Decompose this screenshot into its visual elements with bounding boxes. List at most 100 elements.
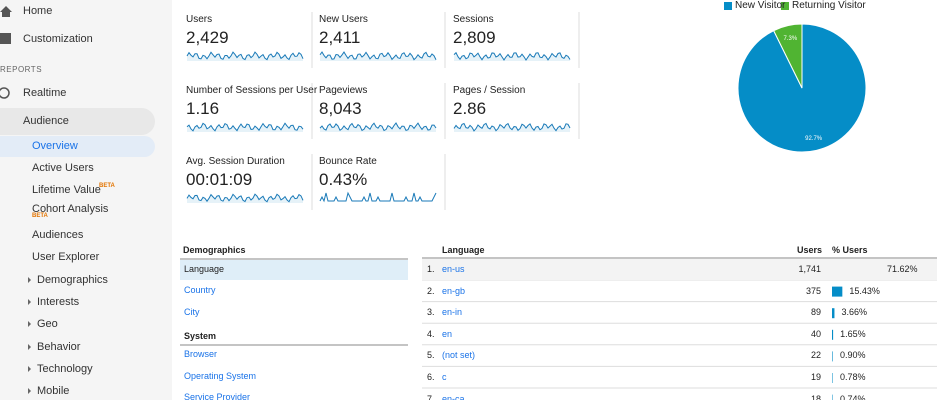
row-pct: 3.66% [841, 307, 867, 318]
sparkline-fill [320, 52, 436, 61]
sparkline [186, 51, 304, 61]
metric-value: 1.16 [186, 99, 220, 118]
demographic-link[interactable]: Service Provider [184, 392, 251, 400]
pct-bar [832, 351, 833, 362]
row-users: 22 [810, 350, 821, 361]
metric-label: Pages / Session [453, 85, 526, 96]
pct-bar [832, 329, 834, 340]
sparkline [453, 122, 571, 132]
row-rank: 4. [427, 328, 435, 339]
home-icon [0, 6, 12, 17]
expand-arrow [28, 299, 31, 305]
selected-row [180, 260, 408, 280]
sparkline-fill [187, 52, 303, 61]
section-title: System [184, 331, 217, 341]
metric-label: Avg. Session Duration [186, 156, 285, 167]
expand-arrow [28, 277, 31, 283]
beta-badge: BETA [32, 213, 48, 219]
row-rank: 1. [427, 264, 435, 274]
row-language[interactable]: en-ca [442, 393, 465, 400]
row-language[interactable]: en-us [442, 264, 465, 274]
expand-arrow [28, 366, 31, 372]
nav-item[interactable]: Demographics [37, 274, 108, 286]
demographic-link[interactable]: Country [184, 285, 216, 295]
row-language[interactable]: c [442, 372, 447, 382]
metric-value: 2,809 [453, 28, 496, 47]
sparkline-fill [454, 123, 570, 132]
legend-label: New Visitor [735, 0, 786, 11]
column-header: Language [442, 245, 485, 255]
nav-item[interactable]: Mobile [37, 385, 70, 397]
legend-label: Returning Visitor [792, 0, 866, 11]
row-users: 40 [810, 328, 821, 339]
row-language[interactable]: en-gb [442, 285, 466, 296]
demographic-link[interactable]: Browser [184, 349, 218, 359]
row-language[interactable]: en [442, 328, 453, 339]
nav-item[interactable]: Technology [37, 363, 93, 375]
nav-item[interactable]: Audiences [32, 229, 84, 241]
metric-label: Number of Sessions per User [186, 85, 318, 96]
metric-value: 00:01:09 [186, 170, 253, 189]
nav-item[interactable]: Customization [23, 33, 93, 45]
sparkline [186, 193, 304, 203]
nav-item[interactable]: Active Users [32, 162, 94, 174]
column-header: % Users [832, 245, 868, 255]
metric-value: 0.43% [319, 170, 368, 189]
metric-label: Users [186, 14, 213, 25]
nav-item[interactable]: Interests [37, 296, 80, 308]
row-rank: 3. [427, 307, 435, 318]
row-rank: 7. [427, 393, 435, 400]
expand-arrow [28, 388, 31, 394]
row-pct: 0.78% [840, 372, 866, 382]
pie-label: 92.7% [805, 136, 823, 142]
nav-item[interactable]: Geo [37, 318, 58, 330]
sparkline [319, 122, 437, 132]
metric-value: 2.86 [453, 99, 487, 118]
nav-item[interactable]: User Explorer [32, 251, 100, 263]
section-title: Demographics [183, 245, 246, 255]
metric-label: Pageviews [319, 85, 368, 96]
demographic-link[interactable]: City [184, 307, 200, 317]
demographic-link[interactable]: Language [184, 264, 225, 274]
nav-item[interactable]: Cohort Analysis [32, 203, 109, 215]
custom-icon [0, 33, 11, 44]
row-pct: 0.74% [840, 393, 866, 400]
row-bg [422, 259, 937, 280]
pct-bar [832, 373, 833, 383]
metric-value: 2,429 [186, 28, 229, 47]
column-header: Users [797, 245, 823, 255]
metric-label: Sessions [453, 14, 494, 25]
nav-item[interactable]: Lifetime Value [32, 184, 101, 196]
pie-slice [772, 23, 803, 89]
nav-item[interactable]: Audience [23, 115, 69, 127]
sidebar [0, 0, 172, 400]
row-language[interactable]: en-in [442, 307, 463, 318]
expand-arrow [28, 344, 31, 350]
row-users: 1,741 [798, 264, 821, 274]
sparkline-fill [320, 123, 436, 132]
nav-item[interactable]: Realtime [23, 87, 67, 99]
expand-arrow [28, 321, 31, 327]
pct-bar [832, 286, 843, 297]
nav-item[interactable]: Home [23, 5, 53, 17]
sparkline [319, 191, 437, 203]
row-rank: 5. [427, 350, 435, 361]
row-rank: 6. [427, 372, 435, 382]
section-label: REPORTS [0, 65, 43, 74]
pie-label: 7.3% [784, 36, 798, 42]
overview-highlight [0, 136, 155, 157]
demographic-link[interactable]: Operating System [184, 371, 257, 381]
row-users: 18 [810, 393, 821, 400]
nav-item[interactable]: Overview [32, 140, 78, 152]
metric-label: Bounce Rate [319, 156, 377, 167]
metric-value: 8,043 [319, 99, 362, 118]
nav-item[interactable]: Behavior [37, 341, 81, 353]
row-users: 375 [805, 285, 821, 296]
legend-swatch [724, 2, 732, 10]
sparkline [319, 51, 437, 61]
row-pct: 1.65% [840, 328, 866, 339]
row-language[interactable]: (not set) [442, 350, 476, 361]
audience-highlight [0, 108, 155, 135]
